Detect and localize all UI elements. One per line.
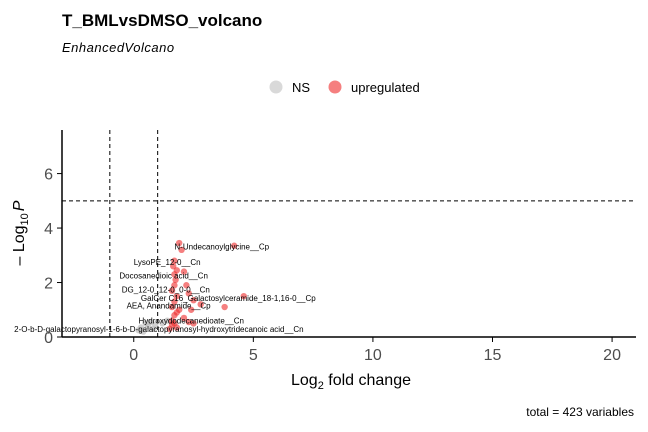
- y-tick-label-1: 2: [44, 276, 53, 293]
- point-up-8: [168, 303, 176, 311]
- point-up-22: [185, 290, 192, 297]
- point-ns-6: [140, 328, 147, 335]
- point-label-7: 2-O-b-D-galactopyranosyl-1-6-b-D-galacto…: [14, 325, 303, 334]
- x-tick-label-3: 15: [484, 347, 502, 364]
- point-up-19: [178, 246, 185, 254]
- point-up-17: [171, 257, 178, 264]
- point-up-11: [168, 287, 176, 294]
- point-up-7: [175, 306, 183, 313]
- legend-marker-upregulated: [328, 80, 342, 94]
- y-tick-label-3: 6: [44, 167, 53, 184]
- point-label-6: Hydroxydodecanedioate__Cn: [139, 317, 244, 326]
- point-up-23: [190, 297, 197, 304]
- caption: total = 423 variables: [526, 405, 634, 419]
- point-label-3: DG_12-0_12-0_0-0__Cn: [122, 285, 210, 294]
- x-tick-label-4: 20: [603, 347, 621, 364]
- point-up-3: [173, 324, 180, 331]
- point-up-24: [197, 301, 204, 308]
- x-axis-label: Log2 fold change: [291, 372, 411, 392]
- point-up-4: [168, 317, 176, 324]
- x-tick-label-0: 0: [129, 347, 138, 364]
- point-up-31: [187, 306, 195, 313]
- x-tick-label-1: 5: [249, 347, 258, 364]
- point-label-4: GalCer C16_Galactosylceramide_18-1,16-0_…: [141, 294, 316, 303]
- legend-marker-ns: [269, 80, 283, 94]
- legend-label-ns: NS: [292, 80, 310, 95]
- point-label-5: AEA, Anandamide__Cp: [127, 302, 212, 311]
- point-label-0: N-Undecanoylglycine__Cp: [174, 242, 269, 251]
- point-label-2: Docosanedioic acid__Cn: [119, 271, 207, 280]
- point-up-16: [170, 262, 177, 270]
- point-up-13: [172, 276, 179, 284]
- point-up-10: [173, 292, 180, 300]
- point-label-1: LysoPE_12-0__Cn: [134, 258, 201, 267]
- point-up-29: [231, 242, 238, 249]
- point-up-21: [183, 282, 190, 289]
- point-up-25: [180, 314, 188, 322]
- chart-title: T_BMLvsDMSO_volcano: [62, 11, 262, 30]
- point-ns-9: [164, 317, 171, 324]
- x-tick-label-2: 10: [364, 347, 382, 364]
- point-up-27: [190, 320, 197, 327]
- y-ticks: 0 2 4 6: [44, 167, 62, 347]
- chart-subtitle: EnhancedVolcano: [62, 40, 175, 55]
- y-tick-label-2: 4: [44, 221, 53, 238]
- y-tick-label-0: 0: [44, 330, 53, 347]
- x-ticks: 0 5 10 15 20: [129, 337, 621, 364]
- legend: NS upregulated: [269, 80, 420, 95]
- point-up-12: [171, 282, 178, 289]
- point-ns-8: [159, 320, 166, 327]
- point-up-20: [180, 268, 188, 275]
- point-up-18: [175, 239, 183, 247]
- point-up-9: [171, 298, 178, 305]
- y-axis-label: – Log10P: [11, 200, 31, 265]
- point-up-30: [240, 292, 247, 300]
- plot-area: N-Undecanoylglycine__Cp LysoPE_12-0__Cn Do…: [14, 130, 636, 337]
- point-up-28: [221, 303, 228, 311]
- point-ns-5: [152, 321, 159, 328]
- point-ns-7: [147, 318, 154, 326]
- legend-label-upregulated: upregulated: [351, 80, 420, 95]
